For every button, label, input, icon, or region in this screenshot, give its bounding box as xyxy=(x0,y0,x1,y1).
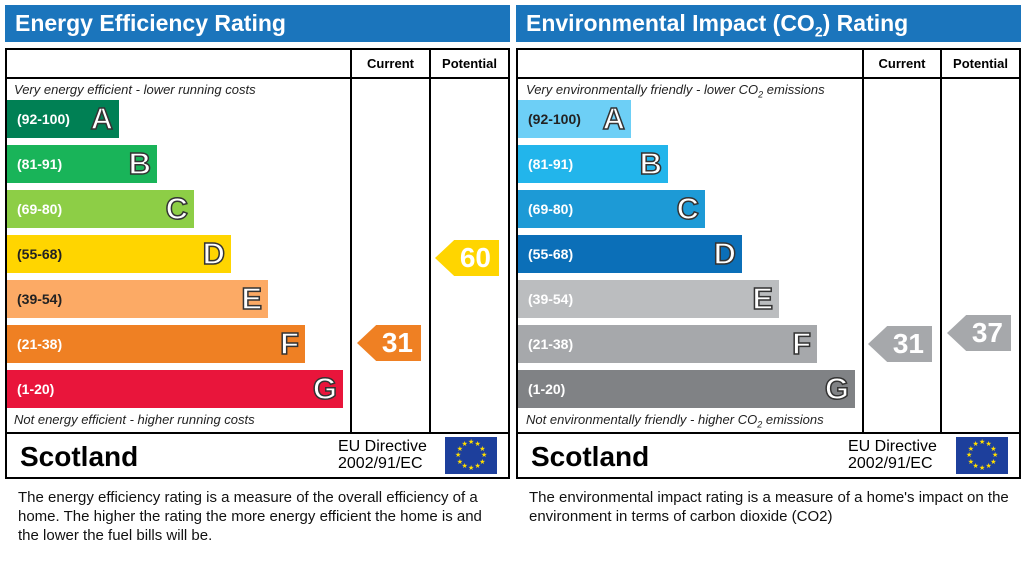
title-sub: 2 xyxy=(814,23,823,40)
band-letter: F xyxy=(279,325,299,362)
band-range: (69-80) xyxy=(528,201,574,217)
note-text: Very environmentally friendly - lower CO xyxy=(526,82,759,97)
energy-title: Energy Efficiency Rating xyxy=(5,5,510,42)
directive-line1: EU Directive xyxy=(338,438,427,455)
country-label: Scotland xyxy=(20,441,139,472)
band-letter: B xyxy=(639,145,663,182)
potential-header: Potential xyxy=(442,56,497,71)
divider xyxy=(5,77,510,79)
band-letter: A xyxy=(90,100,114,137)
eu-directive: EU Directive 2002/91/EC xyxy=(338,438,427,472)
rating-band-d: (55-68) D xyxy=(7,235,231,273)
rating-band-d: (55-68) D xyxy=(518,235,742,273)
note-end: emissions xyxy=(762,412,824,427)
rating-band-f: (21-38) F xyxy=(7,325,305,363)
rating-band-e: (39-54) E xyxy=(518,280,779,318)
divider xyxy=(516,77,1021,79)
rating-band-f: (21-38) F xyxy=(518,325,817,363)
rating-band-b: (81-91) B xyxy=(518,145,668,183)
top-note: Very energy efficient - lower running co… xyxy=(14,82,256,97)
divider xyxy=(429,48,431,434)
note-end: emissions xyxy=(763,82,825,97)
energy-chart-frame xyxy=(5,48,510,479)
rating-band-g: (1-20) G xyxy=(7,370,343,408)
divider xyxy=(940,48,942,434)
band-range: (92-100) xyxy=(17,111,70,127)
rating-band-a: (92-100) A xyxy=(518,100,631,138)
band-letter: E xyxy=(752,280,774,317)
current-header: Current xyxy=(367,56,414,71)
band-letter: B xyxy=(128,145,152,182)
band-letter: F xyxy=(791,325,811,362)
rating-band-e: (39-54) E xyxy=(7,280,268,318)
band-letter: E xyxy=(241,280,263,317)
top-note: Very environmentally friendly - lower CO… xyxy=(526,82,825,100)
divider xyxy=(350,48,352,434)
band-range: (81-91) xyxy=(528,156,574,172)
note-sub: 2 xyxy=(757,419,763,430)
title-end: ) Rating xyxy=(822,10,909,36)
directive-line2: 2002/91/EC xyxy=(338,455,423,472)
bottom-note: Not energy efficient - higher running co… xyxy=(14,412,255,427)
note-text: Not environmentally friendly - higher CO xyxy=(526,412,758,427)
rating-band-c: (69-80) C xyxy=(518,190,705,228)
directive-line1: EU Directive xyxy=(848,438,937,455)
divider xyxy=(862,48,864,434)
band-letter: C xyxy=(676,190,700,227)
note-sub: 2 xyxy=(758,89,764,100)
band-range: (81-91) xyxy=(17,156,63,172)
band-range: (1-20) xyxy=(528,381,566,397)
rating-band-a: (92-100) A xyxy=(7,100,119,138)
band-letter: D xyxy=(713,235,737,272)
rating-band-c: (69-80) C xyxy=(7,190,194,228)
band-letter: D xyxy=(202,235,226,272)
band-letter: C xyxy=(165,190,189,227)
current-header: Current xyxy=(878,56,926,71)
environment-title: Environmental Impact (CO2) Rating xyxy=(516,5,1021,42)
bottom-note: Not environmentally friendly - higher CO… xyxy=(526,412,824,430)
band-letter: G xyxy=(824,370,850,407)
band-range: (1-20) xyxy=(17,381,55,397)
energy-description: The energy efficiency rating is a measur… xyxy=(18,489,482,544)
band-letter: G xyxy=(312,370,338,407)
potential-header: Potential xyxy=(953,56,1008,71)
band-range: (39-54) xyxy=(528,291,574,307)
divider xyxy=(5,432,510,434)
band-range: (55-68) xyxy=(528,246,574,262)
divider xyxy=(516,432,1021,434)
environment-description: The environmental impact rating is a mea… xyxy=(529,489,1009,525)
band-range: (21-38) xyxy=(528,336,574,352)
potential-rating-arrow: 60 xyxy=(435,240,499,276)
eu-directive: EU Directive 2002/91/EC xyxy=(848,438,937,472)
band-range: (92-100) xyxy=(528,111,581,127)
environment-chart-frame xyxy=(516,48,1021,479)
band-range: (55-68) xyxy=(17,246,63,262)
band-range: (39-54) xyxy=(17,291,63,307)
rating-band-b: (81-91) B xyxy=(7,145,157,183)
country-label: Scotland xyxy=(531,441,650,472)
rating-band-g: (1-20) G xyxy=(518,370,855,408)
band-range: (21-38) xyxy=(17,336,63,352)
title-text: Environmental Impact (CO xyxy=(526,10,815,36)
band-letter: A xyxy=(602,100,626,137)
eu-flag-icon: ★ ★ ★ ★ ★ ★ ★ ★ ★ ★ ★ ★ xyxy=(445,437,497,474)
band-range: (69-80) xyxy=(17,201,63,217)
directive-line2: 2002/91/EC xyxy=(848,455,933,472)
eu-flag-icon: ★ ★ ★ ★ ★ ★ ★ ★ ★ ★ ★ ★ xyxy=(956,437,1008,474)
